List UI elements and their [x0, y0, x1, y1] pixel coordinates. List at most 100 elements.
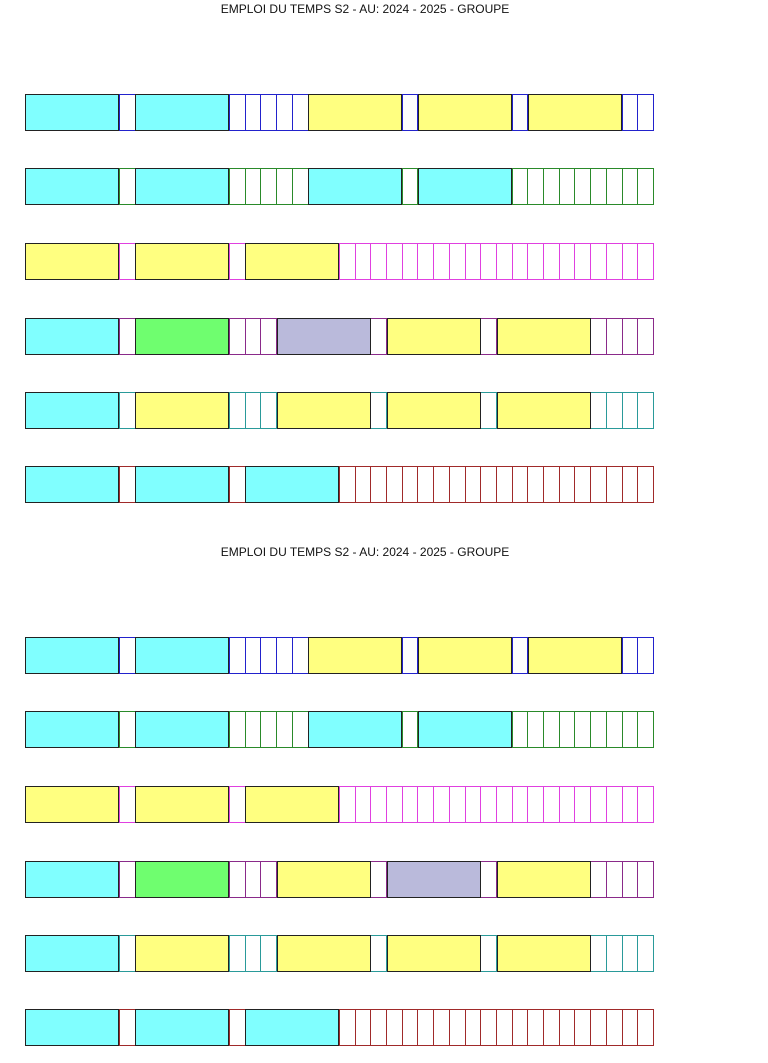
grid-line — [543, 711, 544, 748]
grid-line — [386, 243, 387, 280]
grid-line — [653, 711, 654, 748]
grid-line — [622, 1009, 623, 1046]
session-block — [135, 94, 229, 131]
timetable-1: EMPLOI DU TEMPS S2 - AU: 2024 - 2025 - G… — [0, 0, 768, 520]
grid-border — [25, 786, 654, 787]
grid-line — [119, 935, 120, 972]
grid-line — [480, 1009, 481, 1046]
session-block — [135, 168, 229, 205]
grid-line — [590, 168, 591, 205]
grid-border — [25, 243, 654, 244]
grid-line — [512, 94, 513, 131]
grid-line — [119, 786, 120, 823]
session-block — [308, 94, 402, 131]
grid-line — [229, 168, 230, 205]
grid-line — [653, 243, 654, 280]
grid-line — [606, 711, 607, 748]
grid-line — [386, 935, 387, 972]
session-block — [25, 786, 119, 823]
session-block — [135, 466, 229, 503]
grid-line — [229, 935, 230, 972]
session-block — [25, 94, 119, 131]
grid-line — [402, 168, 403, 205]
grid-line — [245, 861, 246, 898]
grid-line — [622, 861, 623, 898]
grid-border — [25, 279, 654, 280]
session-block — [277, 861, 371, 898]
grid-line — [119, 1009, 120, 1046]
grid-border — [25, 822, 654, 823]
grid-line — [653, 318, 654, 355]
timetable-row — [0, 1009, 768, 1047]
grid-border — [25, 466, 654, 467]
grid-line — [606, 318, 607, 355]
grid-line — [465, 786, 466, 823]
grid-line — [512, 466, 513, 503]
grid-line — [245, 711, 246, 748]
grid-line — [653, 786, 654, 823]
grid-line — [606, 466, 607, 503]
grid-line — [559, 1009, 560, 1046]
grid-line — [622, 168, 623, 205]
grid-line — [606, 861, 607, 898]
timetable-row — [0, 243, 768, 281]
grid-line — [339, 466, 340, 503]
session-block — [135, 637, 229, 674]
grid-line — [229, 861, 230, 898]
session-block — [387, 318, 481, 355]
session-block — [387, 935, 481, 972]
grid-line — [527, 94, 528, 131]
session-block — [497, 861, 591, 898]
grid-line — [402, 637, 403, 674]
timetable-row — [0, 711, 768, 749]
session-block — [277, 392, 371, 429]
session-block — [25, 861, 119, 898]
grid-line — [496, 392, 497, 429]
session-block — [135, 1009, 229, 1046]
grid-line — [339, 1009, 340, 1046]
grid-line — [622, 637, 623, 674]
grid-line — [229, 94, 230, 131]
grid-line — [622, 392, 623, 429]
grid-line — [433, 243, 434, 280]
grid-line — [417, 1009, 418, 1046]
grid-line — [653, 466, 654, 503]
grid-line — [527, 1009, 528, 1046]
grid-line — [606, 243, 607, 280]
grid-line — [119, 243, 120, 280]
grid-line — [449, 786, 450, 823]
grid-line — [622, 318, 623, 355]
grid-line — [260, 637, 261, 674]
grid-line — [260, 168, 261, 205]
session-block — [135, 786, 229, 823]
grid-line — [465, 243, 466, 280]
grid-line — [417, 94, 418, 131]
grid-line — [653, 1009, 654, 1046]
grid-line — [637, 711, 638, 748]
grid-line — [527, 466, 528, 503]
grid-line — [276, 318, 277, 355]
session-block — [245, 243, 339, 280]
grid-line — [653, 861, 654, 898]
grid-line — [292, 711, 293, 748]
timetable-row — [0, 637, 768, 675]
grid-line — [496, 318, 497, 355]
grid-line — [386, 1009, 387, 1046]
timetable-row — [0, 935, 768, 973]
grid-line — [622, 243, 623, 280]
grid-line — [229, 711, 230, 748]
grid-line — [260, 318, 261, 355]
grid-line — [229, 243, 230, 280]
grid-line — [622, 94, 623, 131]
grid-line — [637, 94, 638, 131]
grid-line — [449, 1009, 450, 1046]
grid-line — [527, 637, 528, 674]
grid-line — [606, 392, 607, 429]
session-block — [387, 861, 481, 898]
session-block — [245, 1009, 339, 1046]
grid-line — [229, 466, 230, 503]
grid-line — [480, 466, 481, 503]
grid-line — [260, 94, 261, 131]
grid-line — [543, 168, 544, 205]
grid-line — [292, 168, 293, 205]
